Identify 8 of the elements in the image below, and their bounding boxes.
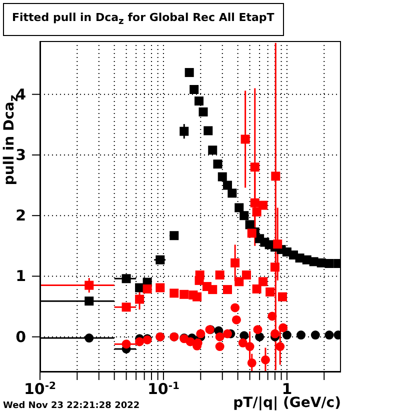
- x-tick-label: 10$^{-2}$: [24, 380, 56, 398]
- x-axis-title: pT/|q| (GeV/c): [233, 395, 341, 411]
- y-tick-label: 1: [16, 267, 26, 286]
- x-tick-label: 10$^{-1}$: [147, 380, 180, 398]
- y-tick-label: 2: [16, 206, 26, 225]
- text: Wed Nov 23 22:21:28 2022: [3, 401, 140, 411]
- chart-title: Fitted pull in Dca$_{z}$ for Global Rec All EtapT: [12, 11, 274, 28]
- y-tick-label: 0: [16, 328, 26, 346]
